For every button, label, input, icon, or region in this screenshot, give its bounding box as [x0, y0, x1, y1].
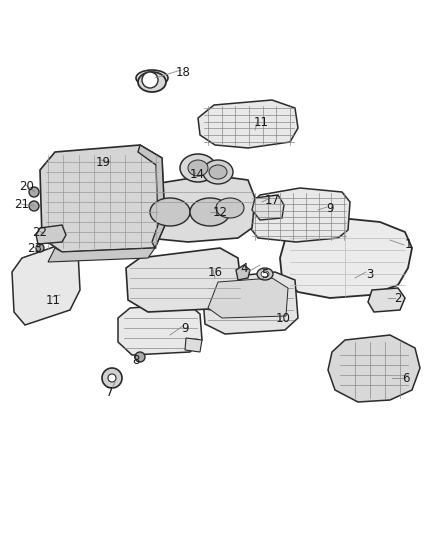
Ellipse shape [203, 160, 233, 184]
Text: 11: 11 [46, 294, 60, 306]
Ellipse shape [190, 198, 230, 226]
Text: 18: 18 [176, 66, 191, 78]
Polygon shape [252, 195, 284, 220]
Ellipse shape [29, 201, 39, 211]
Text: 10: 10 [276, 311, 290, 325]
Polygon shape [236, 265, 250, 280]
Text: 1: 1 [404, 238, 412, 252]
Text: 21: 21 [14, 198, 29, 212]
Polygon shape [328, 335, 420, 402]
Polygon shape [280, 218, 412, 298]
Text: 2: 2 [394, 292, 402, 304]
Polygon shape [198, 100, 298, 148]
Text: 8: 8 [132, 353, 140, 367]
Ellipse shape [257, 268, 273, 280]
Polygon shape [368, 288, 405, 312]
Ellipse shape [108, 374, 116, 382]
Text: 12: 12 [212, 206, 227, 220]
Ellipse shape [188, 160, 208, 176]
Polygon shape [12, 242, 80, 325]
Polygon shape [185, 338, 202, 352]
Ellipse shape [261, 271, 269, 277]
Text: 14: 14 [190, 168, 205, 182]
Text: 3: 3 [366, 269, 374, 281]
Text: 4: 4 [240, 262, 248, 274]
Polygon shape [36, 225, 66, 244]
Text: 23: 23 [28, 241, 42, 254]
Ellipse shape [209, 165, 227, 179]
Text: 5: 5 [261, 269, 268, 281]
Ellipse shape [180, 154, 216, 182]
Ellipse shape [102, 368, 122, 388]
Text: 9: 9 [326, 201, 334, 214]
Text: 7: 7 [106, 386, 114, 400]
Ellipse shape [136, 70, 168, 86]
Polygon shape [40, 145, 165, 252]
Polygon shape [202, 272, 298, 334]
Text: 20: 20 [20, 180, 35, 192]
Polygon shape [248, 188, 350, 242]
Polygon shape [138, 145, 165, 248]
Text: 11: 11 [254, 116, 268, 128]
Polygon shape [118, 304, 202, 355]
Text: 22: 22 [32, 225, 47, 238]
Ellipse shape [135, 352, 145, 362]
Text: 17: 17 [265, 193, 279, 206]
Ellipse shape [138, 72, 166, 92]
Text: 9: 9 [181, 321, 189, 335]
Ellipse shape [36, 244, 44, 252]
Ellipse shape [216, 198, 244, 218]
Text: 16: 16 [208, 265, 223, 279]
Ellipse shape [29, 187, 39, 197]
Text: 19: 19 [95, 156, 110, 168]
Polygon shape [48, 248, 155, 262]
Polygon shape [126, 248, 242, 312]
Ellipse shape [142, 72, 158, 88]
Text: 6: 6 [402, 372, 410, 384]
Ellipse shape [150, 198, 190, 226]
Polygon shape [130, 175, 255, 242]
Polygon shape [208, 278, 288, 318]
